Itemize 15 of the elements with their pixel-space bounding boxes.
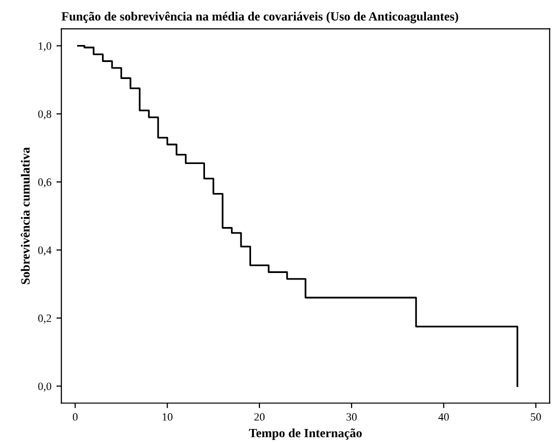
x-tick-label: 40 (438, 413, 449, 421)
x-tick-label: 10 (162, 413, 172, 421)
x-tick-label: 20 (254, 413, 265, 421)
chart-title: Função de sobrevivência na média de covariáveis (Uso de Anticoagulantes) (62, 12, 458, 24)
y-tick-label: 0,6 (38, 178, 52, 188)
y-tick-label: 1,0 (38, 42, 52, 52)
y-tick-label: 0,8 (38, 110, 52, 120)
x-tick-label: 50 (530, 413, 541, 421)
y-tick-label: 0,2 (38, 314, 52, 324)
y-tick-label: 0,4 (38, 246, 52, 256)
x-axis-title: Tempo de Internação (248, 428, 362, 440)
x-tick-label: 30 (346, 413, 357, 421)
y-axis-title: Sobrevivência cumulativa (20, 147, 30, 284)
y-tick-label: 0,0 (38, 382, 52, 392)
x-tick-label: 0 (72, 413, 78, 421)
